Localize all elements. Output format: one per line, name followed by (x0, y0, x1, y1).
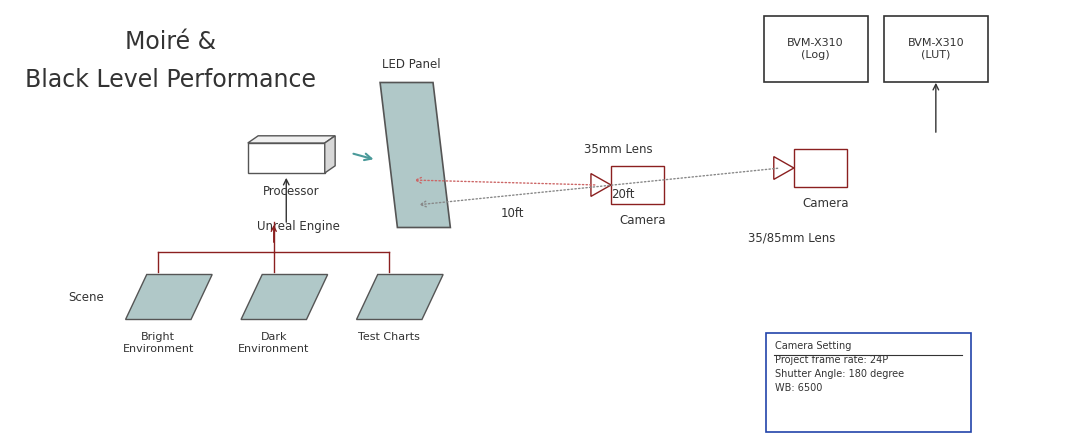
Text: Processor: Processor (263, 185, 319, 198)
FancyBboxPatch shape (611, 166, 664, 204)
Polygon shape (591, 174, 611, 196)
Text: Moiré &: Moiré & (125, 30, 216, 54)
Text: 20ft: 20ft (611, 188, 635, 201)
FancyBboxPatch shape (794, 149, 846, 187)
Text: 10ft: 10ft (500, 207, 524, 220)
Text: Camera: Camera (802, 197, 848, 210)
FancyBboxPatch shape (884, 16, 987, 82)
Text: LED Panel: LED Panel (382, 58, 441, 70)
Text: Black Level Performance: Black Level Performance (25, 68, 317, 92)
FancyBboxPatch shape (764, 16, 868, 82)
Text: Scene: Scene (68, 290, 103, 304)
FancyBboxPatch shape (766, 333, 971, 432)
Text: Bright
Environment: Bright Environment (123, 332, 194, 354)
Polygon shape (357, 275, 443, 319)
Polygon shape (380, 83, 450, 227)
Text: Camera Setting
Project frame rate: 24P
Shutter Angle: 180 degree
WB: 6500: Camera Setting Project frame rate: 24P S… (775, 341, 904, 393)
Polygon shape (774, 157, 794, 180)
Text: Unreal Engine: Unreal Engine (257, 220, 341, 233)
Polygon shape (247, 136, 335, 143)
Text: Dark
Environment: Dark Environment (238, 332, 309, 354)
Text: BVM-X310
(LUT): BVM-X310 (LUT) (907, 38, 965, 60)
Text: Test Charts: Test Charts (358, 332, 420, 342)
Text: 35/85mm Lens: 35/85mm Lens (748, 231, 835, 244)
Polygon shape (324, 136, 335, 173)
Text: Camera: Camera (620, 214, 665, 227)
Text: BVM-X310
(Log): BVM-X310 (Log) (788, 38, 844, 60)
Polygon shape (247, 143, 324, 173)
Polygon shape (126, 275, 213, 319)
Text: 35mm Lens: 35mm Lens (584, 143, 652, 156)
Polygon shape (241, 275, 328, 319)
